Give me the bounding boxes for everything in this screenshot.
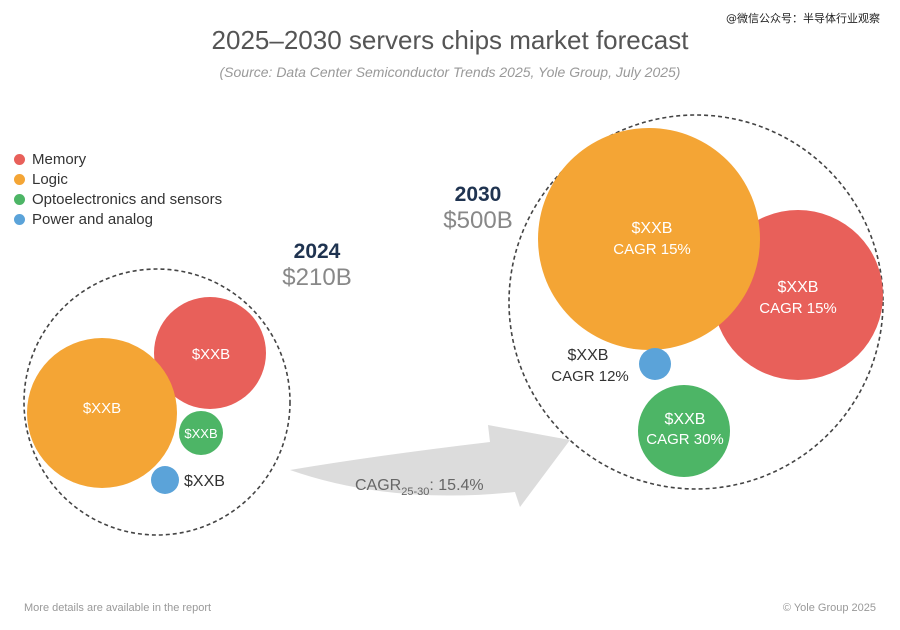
bubble-2030-logic-cagr: CAGR 15% (613, 241, 691, 258)
bubble-2030-memory-value: $XXB (778, 279, 819, 296)
legend-label: Memory (32, 150, 87, 168)
cagr-value: : 15.4% (429, 477, 483, 494)
bubble-2024-logic (27, 338, 177, 488)
bubble-2030-memory-cagr: CAGR 15% (759, 300, 837, 317)
year-2024-label: 2024 (293, 240, 341, 263)
bubble-2030-power (639, 348, 671, 380)
bubble-2030-power-cagr: CAGR 12% (551, 368, 629, 385)
year-2030-block: 2030 $500B (408, 183, 548, 235)
power-dot-icon (14, 213, 25, 225)
group-2024-outline (23, 268, 291, 536)
watermark: @微信公众号：半导体行业观察 (726, 12, 880, 25)
bubble-2030-opto (638, 385, 730, 477)
legend-item-logic: Logic (14, 169, 222, 189)
legend-label: Power and analog (32, 210, 153, 228)
legend-item-opto: Optoelectronics and sensors (14, 189, 222, 209)
growth-arrow-icon (290, 425, 570, 507)
year-2030-total: $500B (443, 207, 513, 234)
bubble-2024-opto (179, 411, 223, 455)
group-2030-outline (508, 114, 884, 490)
year-2024-block: 2024 $210B (247, 240, 387, 292)
bubble-2030-opto-value: $XXB (665, 411, 706, 428)
bubble-2024-power-value: $XXB (184, 473, 225, 490)
legend-label: Optoelectronics and sensors (32, 190, 223, 208)
bubble-2024-memory (154, 297, 266, 409)
page-subtitle: (Source: Data Center Semiconductor Trend… (219, 64, 681, 80)
bubble-2030-opto-cagr: CAGR 30% (646, 431, 724, 448)
cagr-label: CAGR25-30: 15.4% (355, 477, 484, 498)
legend-item-power: Power and analog (14, 209, 222, 229)
bubble-2030-power-value: $XXB (568, 347, 609, 364)
bubble-2030-logic-value: $XXB (632, 220, 673, 237)
page-title: 2025–2030 servers chips market forecast (211, 25, 689, 55)
bubble-2030-logic (538, 128, 760, 350)
year-2024-total: $210B (282, 264, 352, 291)
cagr-subscript: 25-30 (401, 486, 429, 498)
copyright: © Yole Group 2025 (782, 602, 876, 614)
year-2030-label: 2030 (454, 183, 502, 206)
footer-note: More details are available in the report (24, 602, 212, 614)
bubble-2024-memory-value: $XXB (192, 346, 230, 363)
opto-dot-icon (14, 193, 25, 205)
legend: Memory Logic Optoelectronics and sensors… (14, 149, 222, 229)
memory-dot-icon (14, 153, 25, 165)
cagr-prefix: CAGR (355, 477, 401, 494)
logic-dot-icon (14, 173, 25, 185)
legend-label: Logic (32, 170, 68, 188)
bubble-2024-power (151, 466, 179, 494)
bubble-2024-logic-value: $XXB (83, 400, 121, 417)
bubble-2024-opto-value: $XXB (184, 426, 217, 441)
legend-item-memory: Memory (14, 149, 222, 169)
